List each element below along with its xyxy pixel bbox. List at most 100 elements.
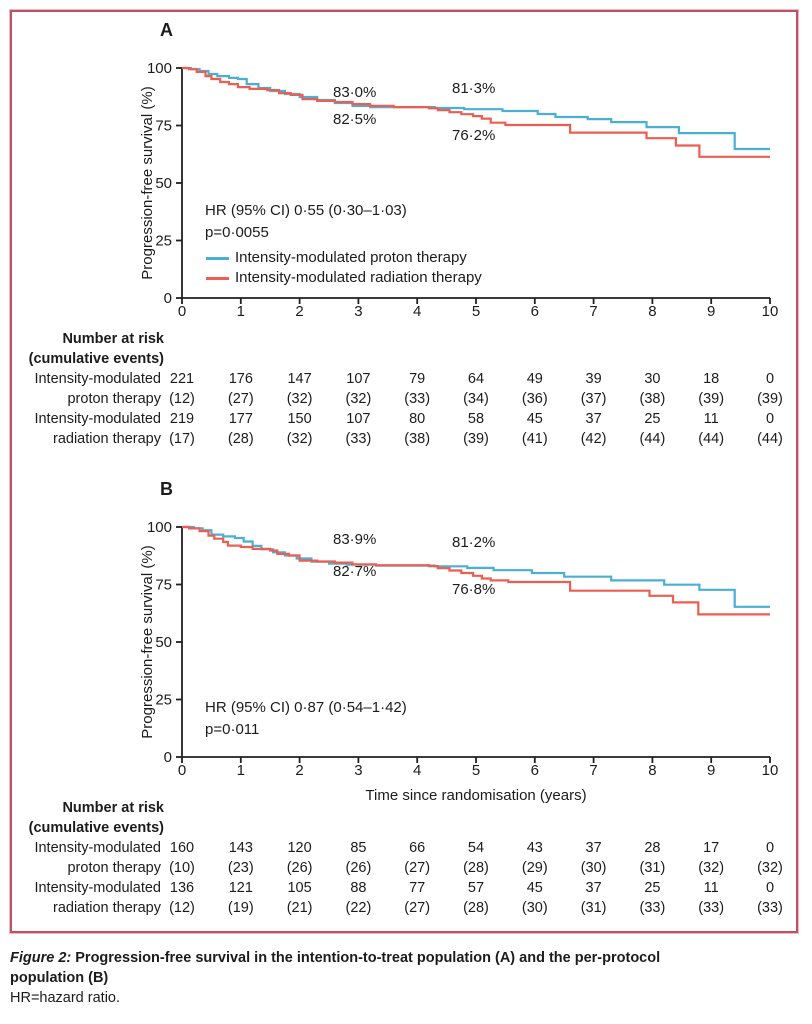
risk-events-cell: (27)	[227, 391, 254, 407]
risk-count-cell: 219	[169, 411, 195, 427]
survival-annotation: 76·8%	[452, 581, 496, 598]
risk-row-label: radiation therapy	[52, 900, 161, 916]
risk-events-cell: (12)	[169, 900, 195, 916]
risk-events-cell: (32)	[286, 391, 313, 407]
risk-count-cell: 39	[585, 371, 602, 387]
km-curve-radiation	[182, 66, 770, 158]
p-value-text: p=0·011	[205, 721, 260, 738]
risk-count-cell: 37	[585, 411, 602, 427]
risk-count-cell: 160	[169, 840, 195, 856]
risk-count-cell: 18	[703, 371, 720, 387]
risk-table-header: Number at risk	[62, 331, 164, 347]
risk-row-label: Intensity-modulated	[34, 840, 161, 856]
legend-label-radiation: Intensity-modulated radiation therapy	[235, 269, 482, 286]
risk-events-cell: (31)	[580, 900, 607, 916]
x-tick-label: 6	[531, 762, 539, 779]
survival-annotation: 82·7%	[333, 563, 377, 580]
risk-events-cell: (23)	[227, 860, 254, 876]
figure-border-box	[10, 10, 798, 933]
risk-count-cell: 30	[644, 371, 661, 387]
km-curve-radiation	[182, 525, 770, 616]
survival-annotation: 83·9%	[333, 531, 377, 548]
x-axis-title: Time since randomisation (years)	[365, 787, 587, 804]
risk-events-cell: (33)	[345, 431, 372, 447]
y-axis-title: Progression-free survival (%)	[139, 545, 156, 739]
risk-events-cell: (31)	[639, 860, 666, 876]
risk-table-header: Number at risk	[62, 800, 164, 816]
x-tick-label: 6	[531, 303, 539, 320]
x-tick-label: 0	[178, 303, 186, 320]
risk-events-cell: (30)	[580, 860, 607, 876]
risk-count-cell: 147	[287, 371, 312, 387]
risk-events-cell: (29)	[521, 860, 548, 876]
x-tick-label: 3	[354, 303, 362, 320]
risk-count-cell: 54	[467, 840, 485, 856]
risk-events-cell: (33)	[698, 900, 725, 916]
y-tick-label: 75	[155, 118, 172, 135]
y-tick-label: 25	[155, 692, 172, 709]
risk-events-cell: (36)	[521, 391, 548, 407]
risk-count-cell: 88	[350, 880, 367, 896]
risk-count-cell: 136	[169, 880, 195, 896]
risk-count-cell: 177	[228, 411, 253, 427]
x-tick-label: 5	[472, 303, 480, 320]
x-tick-label: 0	[178, 762, 186, 779]
risk-events-cell: (27)	[404, 900, 431, 916]
risk-count-cell: 11	[703, 880, 719, 896]
x-tick-label: 4	[413, 303, 421, 320]
x-tick-label: 1	[237, 762, 245, 779]
x-tick-label: 10	[762, 303, 779, 320]
risk-count-cell: 150	[287, 411, 312, 427]
risk-count-cell: 66	[409, 840, 426, 856]
risk-count-cell: 17	[703, 840, 720, 856]
risk-row-label: proton therapy	[67, 391, 161, 407]
risk-row-label: proton therapy	[67, 860, 161, 876]
figure-caption-label: Figure 2:	[10, 950, 72, 966]
p-value-text: p=0·0055	[205, 224, 269, 241]
risk-row-label: Intensity-modulated	[34, 411, 161, 427]
x-tick-label: 2	[295, 762, 303, 779]
risk-count-cell: 107	[346, 371, 371, 387]
hr-text: HR (95% CI) 0·87 (0·54–1·42)	[205, 699, 407, 716]
y-tick-label: 0	[164, 290, 172, 307]
x-tick-label: 4	[413, 762, 421, 779]
axis-frame	[181, 527, 770, 758]
risk-count-cell: 105	[287, 880, 312, 896]
figure-caption-text-line2: population (B)	[10, 970, 109, 986]
risk-count-cell: 25	[644, 880, 661, 896]
risk-table-header: (cumulative events)	[28, 820, 164, 836]
risk-events-cell: (17)	[169, 431, 195, 447]
x-tick-label: 7	[589, 762, 597, 779]
risk-count-cell: 45	[526, 880, 543, 896]
risk-events-cell: (39)	[463, 431, 489, 447]
risk-count-cell: 0	[765, 411, 775, 427]
risk-events-cell: (28)	[227, 431, 254, 447]
risk-events-cell: (10)	[169, 860, 195, 876]
risk-events-cell: (38)	[639, 391, 666, 407]
risk-row-label: Intensity-modulated	[34, 371, 161, 387]
risk-events-cell: (33)	[639, 900, 666, 916]
risk-row-label: Intensity-modulated	[34, 880, 161, 896]
risk-events-cell: (26)	[286, 860, 313, 876]
risk-events-cell: (12)	[169, 391, 195, 407]
risk-events-cell: (39)	[757, 391, 783, 407]
figure-caption-text: Progression-free survival in the intenti…	[75, 950, 661, 966]
x-tick-label: 5	[472, 762, 480, 779]
risk-count-cell: 176	[228, 371, 253, 387]
risk-events-cell: (44)	[639, 431, 666, 447]
survival-annotation: 81·3%	[452, 80, 496, 97]
risk-count-cell: 0	[765, 840, 775, 856]
risk-count-cell: 11	[703, 411, 719, 427]
risk-events-cell: (32)	[757, 860, 783, 876]
risk-count-cell: 79	[409, 371, 426, 387]
risk-events-cell: (38)	[404, 431, 431, 447]
x-tick-label: 8	[648, 303, 656, 320]
risk-events-cell: (28)	[463, 860, 489, 876]
y-tick-label: 100	[147, 60, 172, 77]
risk-count-cell: 37	[585, 880, 602, 896]
risk-count-cell: 80	[409, 411, 426, 427]
figure-caption: Figure 2: Progression-free survival in t…	[10, 948, 792, 1008]
risk-row-label: radiation therapy	[52, 431, 161, 447]
risk-count-cell: 57	[467, 880, 485, 896]
